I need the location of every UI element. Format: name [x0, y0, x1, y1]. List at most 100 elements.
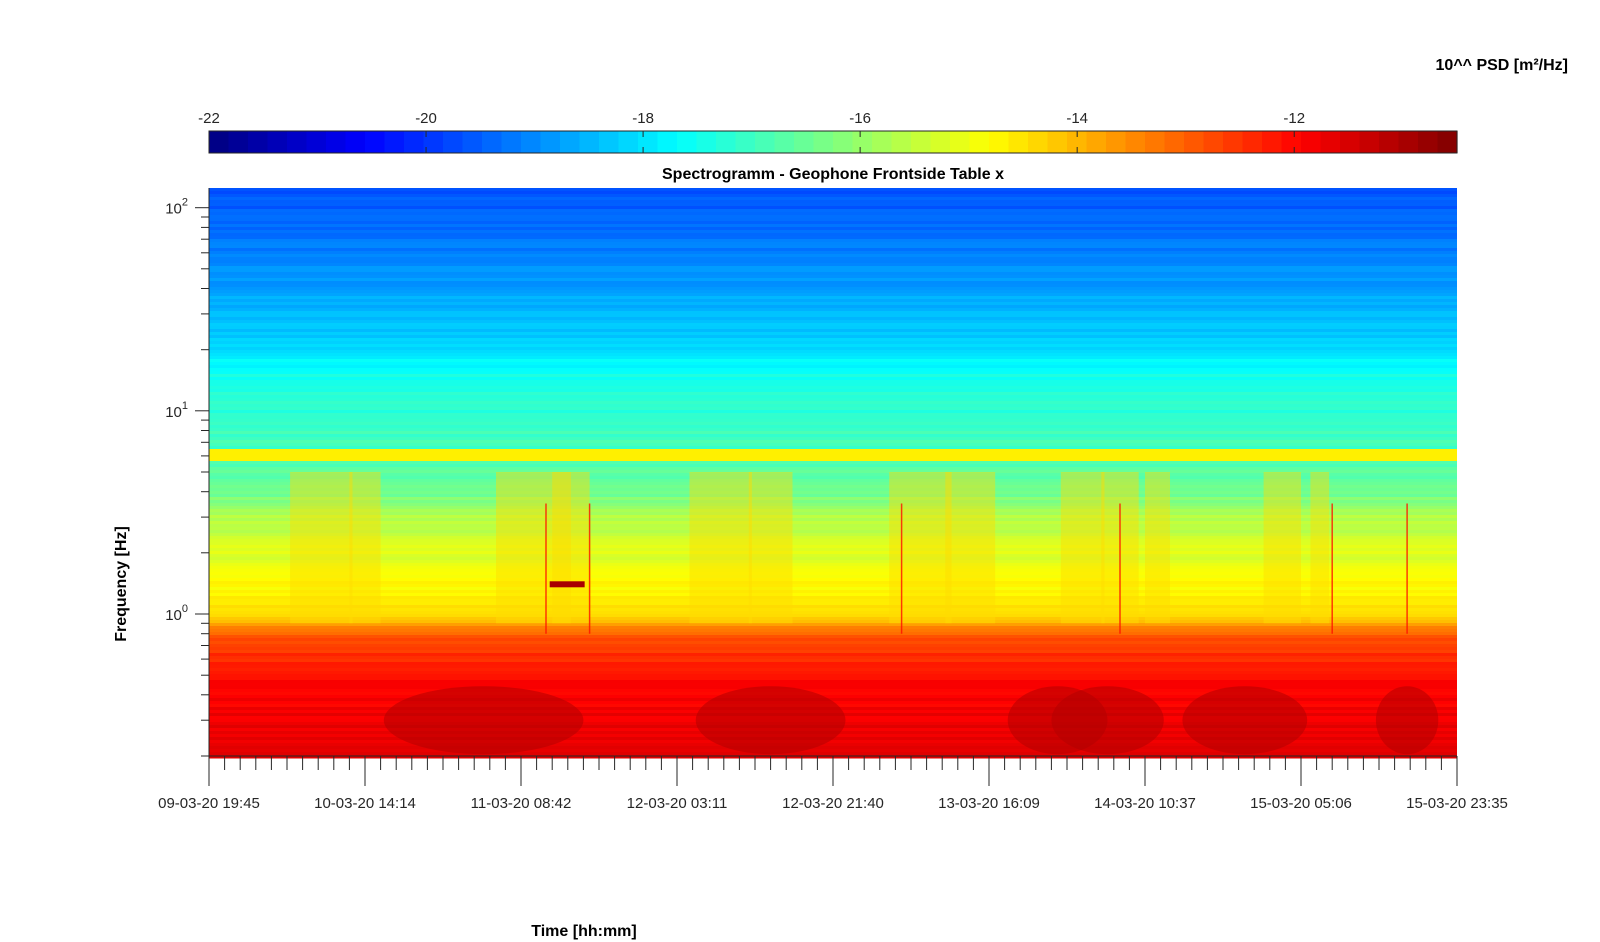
colorbar-tick-label: -12 — [1283, 110, 1305, 127]
activity-burst — [945, 472, 996, 624]
heatmap-row — [209, 248, 1457, 252]
colorbar-block — [1359, 131, 1380, 153]
y-axis-label: Frequency [Hz] — [113, 526, 130, 642]
heatmap-row — [209, 491, 1457, 495]
colorbar-block — [248, 131, 269, 153]
heatmap-row — [209, 287, 1457, 291]
y-axis: 100 101 102 — [165, 188, 210, 757]
y-ticks: 100 101 102 — [165, 197, 209, 757]
colorbar-tick-label: -20 — [415, 110, 437, 127]
colorbar-block — [1437, 131, 1458, 153]
heatmap-row — [209, 623, 1457, 627]
heatmap-row — [209, 353, 1457, 357]
heatmap-row — [209, 356, 1457, 360]
heatmap-row — [209, 476, 1457, 480]
x-tick-label: 12-03-20 03:11 — [627, 795, 728, 812]
heatmap-row — [209, 398, 1457, 402]
heatmap-row — [209, 362, 1457, 366]
heatmap-row — [209, 452, 1457, 456]
heatmap-row — [209, 557, 1457, 561]
colorbar-block — [521, 131, 542, 153]
activity-burst — [748, 472, 793, 624]
heatmap-row — [209, 194, 1457, 198]
heatmap-row — [209, 269, 1457, 273]
colorbar-block — [1340, 131, 1361, 153]
heatmap-row — [209, 497, 1457, 501]
heatmap-row — [209, 620, 1457, 624]
colorbar-block — [1008, 131, 1029, 153]
heatmap-row — [209, 215, 1457, 219]
colorbar-block — [1106, 131, 1127, 153]
chart-title: Spectrogramm - Geophone Frontside Table … — [662, 166, 1004, 183]
heatmap-row — [209, 644, 1457, 648]
heatmap-row — [209, 455, 1457, 459]
heatmap-row — [209, 446, 1457, 450]
activity-burst — [1310, 472, 1330, 624]
colorbar-block — [1028, 131, 1049, 153]
heatmap-row — [209, 593, 1457, 597]
colorbar-block — [423, 131, 444, 153]
heatmap-row — [209, 650, 1457, 654]
colorbar-block — [345, 131, 366, 153]
heatmap-row — [209, 689, 1457, 693]
heatmap-row — [209, 272, 1457, 276]
colorbar-block — [813, 131, 834, 153]
heatmap-row — [209, 599, 1457, 603]
heatmap-row — [209, 614, 1457, 618]
colorbar-block — [1281, 131, 1302, 153]
heatmap-row — [209, 509, 1457, 513]
heatmap-row — [209, 674, 1457, 678]
heatmap-row — [209, 449, 1457, 453]
heatmap-row — [209, 458, 1457, 462]
heatmap-row — [209, 443, 1457, 447]
heatmap-row — [209, 224, 1457, 228]
activity-burst — [1263, 472, 1301, 624]
heatmap-row — [209, 740, 1457, 744]
heatmap-row — [209, 242, 1457, 246]
heatmap-row — [209, 470, 1457, 474]
heatmap-row — [209, 545, 1457, 549]
heatmap-row — [209, 752, 1457, 756]
heatmap-row — [209, 326, 1457, 330]
colorbar-label: 10^^ PSD [m²/Hz] — [1436, 57, 1568, 74]
heatmap-row — [209, 596, 1457, 600]
colorbar-block — [1145, 131, 1166, 153]
heatmap-row — [209, 320, 1457, 324]
heatmap-row — [209, 563, 1457, 567]
low-frequency-patch — [1375, 686, 1439, 755]
activity-burst — [1060, 472, 1105, 624]
colorbar-block — [267, 131, 288, 153]
heatmap-row — [209, 641, 1457, 645]
heatmap-row — [209, 410, 1457, 414]
colorbar-block — [774, 131, 795, 153]
heatmap-row — [209, 308, 1457, 312]
colorbar-block — [1223, 131, 1244, 153]
heatmap-row — [209, 500, 1457, 504]
x-axis: 09-03-20 19:45 10-03-20 14:14 11-03-20 08:… — [158, 755, 1508, 812]
heatmap-row — [209, 665, 1457, 669]
heatmap-row — [209, 323, 1457, 327]
heatmap-row — [209, 494, 1457, 498]
colorbar-block — [306, 131, 327, 153]
heatmap-row — [209, 440, 1457, 444]
colorbar-block — [1184, 131, 1205, 153]
x-tick-label: 10-03-20 14:14 — [314, 795, 416, 812]
heatmap-row — [209, 530, 1457, 534]
heatmap-row — [209, 605, 1457, 609]
heatmap-row — [209, 533, 1457, 537]
colorbar-block — [716, 131, 737, 153]
heatmap-row — [209, 437, 1457, 441]
heatmap-row — [209, 584, 1457, 588]
colorbar-block — [228, 131, 249, 153]
x-tick-label: 13-03-20 16:09 — [938, 795, 1040, 812]
heatmap-row — [209, 551, 1457, 555]
colorbar-tick-label: -16 — [849, 110, 871, 127]
heatmap-row — [209, 212, 1457, 216]
heatmap-row — [209, 461, 1457, 465]
heatmap-row — [209, 692, 1457, 696]
heatmap-row — [209, 317, 1457, 321]
heatmap-row — [209, 188, 1457, 192]
low-frequency-patch — [1182, 686, 1308, 755]
colorbar-block — [365, 131, 386, 153]
